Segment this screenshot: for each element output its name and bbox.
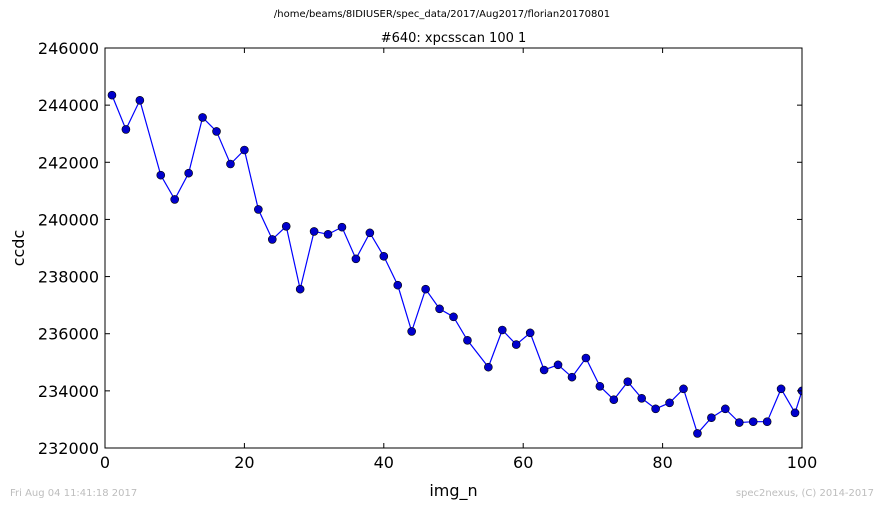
data-point [267,235,277,244]
figure-supertitle: /home/beams/8IDIUSER/spec_data/2017/Aug2… [273,9,611,20]
y-tick-label: 240000 [38,210,99,229]
data-point [240,145,249,155]
data-point [581,353,591,363]
y-tick-label: 234000 [38,382,99,401]
data-point [254,205,263,214]
data-point [295,284,305,294]
series-line [111,94,802,435]
data-point [623,377,633,387]
data-point [421,284,430,294]
y-tick-label: 246000 [38,39,99,58]
data-point [309,227,319,236]
data-point [198,113,207,122]
data-point [553,360,563,370]
data-point [707,413,716,423]
data-point [337,222,347,232]
data-point [365,228,375,238]
data-point [121,125,131,134]
data-point [693,429,702,438]
data-point [170,195,179,204]
data-point [463,335,472,345]
data-point [323,229,333,239]
data-point [393,280,403,290]
x-axis-label: img_n [429,481,477,501]
data-point [107,90,117,100]
data-point [435,304,444,314]
x-tick-label: 60 [513,453,533,472]
footer-timestamp: Fri Aug 04 11:41:18 2017 [10,488,138,499]
data-point [511,340,521,349]
data-point [135,95,145,105]
data-point [762,417,772,427]
data-point [539,365,549,375]
data-point [748,417,758,427]
x-tick-label: 100 [787,453,818,472]
data-point [567,372,577,382]
y-tick-label: 244000 [38,96,99,115]
data-point [734,418,744,427]
y-tick-label: 242000 [38,153,99,172]
data-point [609,395,619,405]
y-tick-label: 236000 [38,325,99,344]
x-tick-label: 80 [652,453,672,472]
data-point [790,408,800,418]
x-tick-label: 40 [374,453,394,472]
data-point [595,381,605,391]
footer-credit: spec2nexus, (C) 2014-2017 [735,488,874,499]
data-point [379,251,389,261]
x-tick-label: 20 [234,453,254,472]
data-point [721,404,730,414]
x-tick-label: 0 [100,453,110,472]
data-point [351,254,361,264]
data-point [679,384,688,394]
plot-frame [104,47,803,449]
data-point [665,398,674,408]
data-point [156,170,166,180]
chart-title: #640: xpcsscan 100 1 [381,31,527,46]
data-point [407,327,416,336]
data-point [449,312,458,322]
data-point [776,384,786,394]
y-axis-label: ccdc [9,230,28,267]
data-point [484,362,493,372]
data-point [212,127,221,136]
data-point [184,168,193,178]
data-point [497,325,507,335]
y-tick-label: 232000 [38,439,99,458]
data-point [281,221,291,231]
data-point [226,159,235,169]
data-point [637,393,646,403]
data-point [525,328,535,338]
data-point [651,404,660,414]
y-tick-label: 238000 [38,268,99,287]
